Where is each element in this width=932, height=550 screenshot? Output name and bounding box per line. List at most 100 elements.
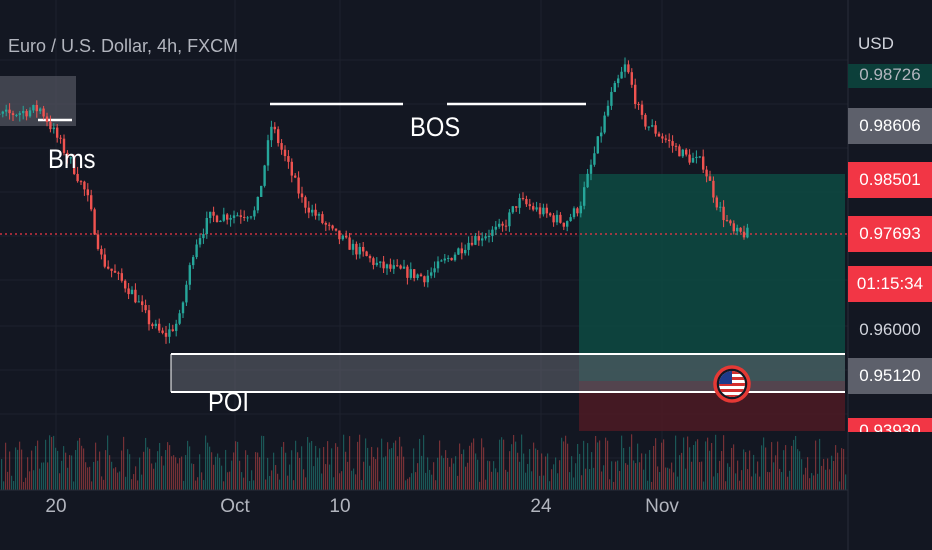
volume-bar [281,446,283,490]
candle-body [399,265,402,269]
event-flag-us[interactable] [713,365,751,403]
volume-bar [723,435,725,490]
volume-bar [785,445,787,490]
candle-body [457,248,460,255]
candle-body [532,206,535,210]
candle-body [623,64,627,72]
volume-bar [309,442,311,490]
volume-bar [35,445,37,490]
volume-bar [241,472,243,490]
volume-bar [433,462,435,490]
volume-bar [257,452,259,490]
candle-body [304,197,307,208]
candle-body [498,223,501,227]
volume-bar [645,453,647,490]
volume-bar [259,457,261,490]
volume-bar [539,475,541,490]
volume-bar [325,464,327,490]
volume-bar [141,474,143,490]
volume-bar [371,446,373,490]
volume-bar [477,459,479,490]
candle-body [368,256,372,259]
candle-body [52,127,55,130]
volume-bar [747,469,749,490]
symbol-title[interactable]: Euro / U.S. Dollar, 4h, FXCM [8,36,239,56]
volume-bar [77,440,79,490]
volume-bar [661,442,663,490]
candle-body [515,206,518,208]
candle-body [481,238,484,241]
volume-bar [541,453,543,490]
volume-bar [319,448,321,490]
volume-bar [59,473,61,490]
volume-bar [613,481,615,490]
candle-body [528,204,531,207]
volume-bar [345,451,347,490]
candle-body [593,153,596,165]
volume-bar [467,462,469,490]
volume-bar [431,474,433,490]
bms-range-box [0,76,76,126]
volume-bar [501,437,503,490]
volume-bar [537,449,539,490]
candle-body [372,258,375,265]
candle-body [151,324,154,327]
volume-bar [267,457,269,490]
volume-bar [707,437,709,490]
candle-body [144,305,147,311]
candle-body [606,105,610,116]
volume-bar [693,444,695,490]
volume-bar [173,455,175,490]
volume-bar [795,435,797,490]
volume-bar [247,454,249,490]
volume-bar [435,480,437,490]
volume-bar [27,457,29,490]
volume-bar [567,443,569,490]
candle-body [49,121,52,130]
candle-body [178,313,181,324]
candle-body [219,220,222,223]
candle-body [107,266,110,269]
volume-bar [81,445,83,490]
candle-body [73,157,76,174]
volume-bar [569,472,571,490]
candle-body [640,104,644,115]
candle-body [246,217,249,219]
candle-body [8,109,11,114]
volume-bar [457,475,459,490]
candle-body [647,126,650,128]
volume-bar [239,460,241,490]
candle-body [137,301,140,303]
candle-body [324,222,327,225]
volume-bar [363,461,365,490]
volume-bar [331,448,333,490]
candle-body [345,235,348,238]
volume-bar [33,470,35,490]
candle-body [243,216,246,218]
candle-body [470,242,474,245]
volume-bar [647,480,649,490]
candle-body [535,207,538,210]
volume-bar [573,477,575,490]
volume-bar [719,460,721,490]
volume-bar [5,442,7,490]
candle-body [35,105,38,112]
price-label-last: 0.97693 [848,216,932,252]
volume-bar [815,440,817,490]
volume-bar [95,442,97,490]
volume-bar [31,450,33,490]
candle-body [198,238,202,245]
currency-label[interactable]: USD [858,34,894,53]
volume-bar [401,446,403,490]
candle-body [545,207,548,214]
volume-bar [205,435,207,490]
volume-bar [441,455,443,490]
volume-bar [717,473,719,490]
volume-bar [125,476,127,490]
volume-bar [343,434,345,490]
volume-bar [103,479,105,490]
volume-bar [483,447,485,490]
candle-body [562,222,565,227]
candle-body [702,156,705,170]
